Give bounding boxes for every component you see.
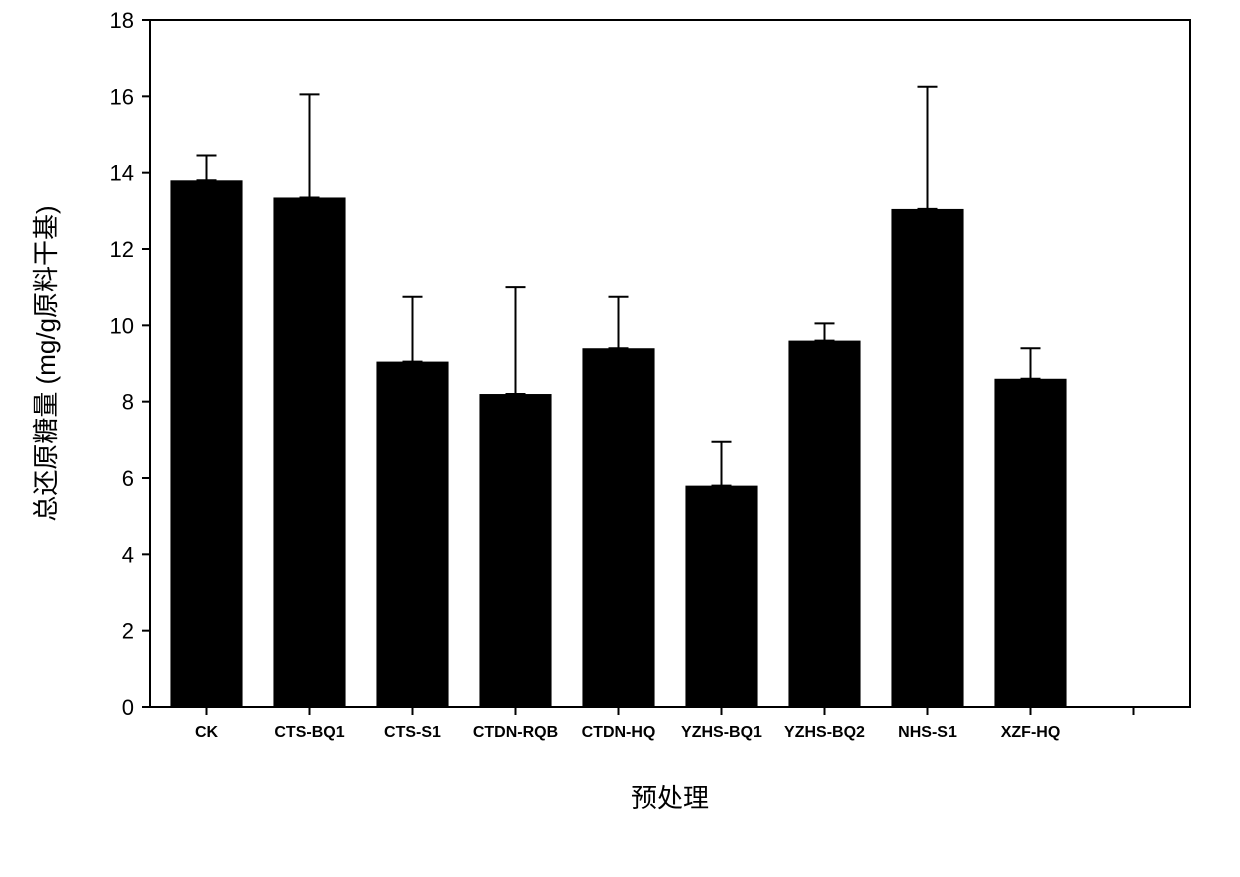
x-tick-label: CTDN-RQB <box>473 724 558 741</box>
bar <box>273 197 345 707</box>
bar-chart: 0 2 4 6 8 10 12 14 16 18 CK CTS-BQ1 CTS-S1 CTDN-RQB CT… <box>0 0 1240 877</box>
bar <box>170 180 242 707</box>
bar <box>582 348 654 707</box>
bar <box>788 341 860 707</box>
x-tick-label: YZHS-BQ1 <box>681 724 762 741</box>
y-tick-label: 8 <box>122 390 134 415</box>
bar <box>685 486 757 707</box>
bar <box>376 362 448 707</box>
y-tick-label: 16 <box>110 84 134 109</box>
y-tick-label: 2 <box>122 619 134 644</box>
chart-container: 0 2 4 6 8 10 12 14 16 18 CK CTS-BQ1 CTS-S1 CTDN-RQB CT… <box>0 0 1240 877</box>
x-tick-label: CTDN-HQ <box>582 724 656 741</box>
x-tick-label: CTS-S1 <box>384 724 441 741</box>
y-tick-label: 14 <box>110 161 134 186</box>
y-tick-label: 6 <box>122 466 134 491</box>
bar <box>479 394 551 707</box>
bar <box>994 379 1066 707</box>
y-axis-title: 总还原糖量 (mg/g原料干基) <box>31 205 61 521</box>
x-tick-label: XZF-HQ <box>1001 724 1061 741</box>
bar <box>891 209 963 707</box>
x-tick-label: CTS-BQ1 <box>274 724 344 741</box>
x-tick-label: NHS-S1 <box>898 724 957 741</box>
y-tick-label: 10 <box>110 313 134 338</box>
y-tick-label: 0 <box>122 695 134 720</box>
x-axis-title: 预处理 <box>631 783 709 813</box>
x-tick-label: YZHS-BQ2 <box>784 724 865 741</box>
x-tick-label: CK <box>195 724 219 741</box>
y-tick-label: 12 <box>110 237 134 262</box>
y-tick-label: 4 <box>122 542 134 567</box>
y-tick-label: 18 <box>110 8 134 33</box>
